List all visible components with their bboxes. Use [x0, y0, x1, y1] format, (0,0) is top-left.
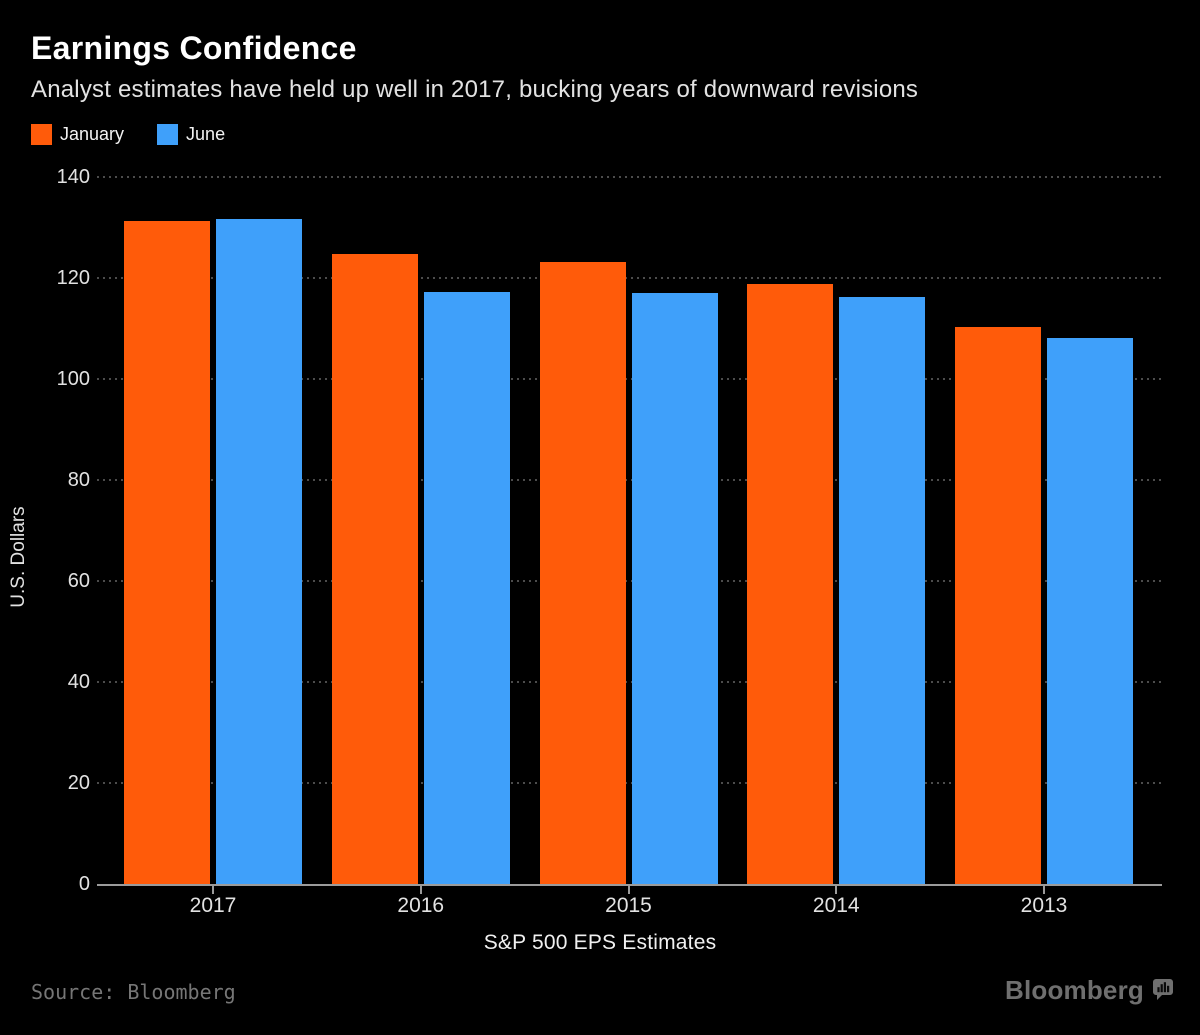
x-tick-mark-2014 — [835, 886, 838, 894]
y-tick-label-100: 100 — [56, 368, 90, 390]
chart-subtitle: Analyst estimates have held up well in 2… — [31, 76, 919, 103]
bar-june-2016 — [423, 291, 510, 884]
bar-january-2013 — [955, 326, 1041, 884]
legend-item-january: January — [31, 124, 124, 145]
x-tick-label-2015: 2015 — [605, 894, 652, 917]
bar-january-2015 — [539, 262, 626, 884]
legend-label: January — [60, 124, 125, 144]
bar-january-2017 — [124, 221, 210, 884]
x-tick-label-2016: 2016 — [397, 894, 445, 917]
gridline-80 — [97, 479, 1162, 481]
gridline-20 — [97, 782, 1162, 784]
y-tick-label-140: 140 — [56, 166, 90, 188]
gridline-140 — [97, 176, 1162, 178]
bloomberg-logo: Bloomberg — [1005, 975, 1174, 1006]
source-text: Source: Bloomberg — [31, 980, 236, 1004]
gridline-60 — [97, 580, 1162, 582]
y-tick-label-80: 80 — [67, 469, 90, 491]
bar-january-2014 — [747, 284, 834, 884]
gridline-120 — [97, 277, 1162, 279]
y-axis-title: U.S. Dollars — [8, 506, 29, 608]
bar-january-2016 — [331, 253, 418, 884]
y-tick-label-0: 0 — [78, 873, 90, 895]
x-tick-label-2017: 2017 — [189, 894, 237, 917]
legend-swatch-january — [31, 124, 52, 145]
y-tick-label-60: 60 — [67, 570, 90, 592]
y-tick-label-20: 20 — [67, 772, 90, 794]
x-tick-mark-2016 — [419, 886, 422, 894]
legend: January June — [31, 124, 258, 145]
legend-label: June — [186, 124, 226, 144]
bloomberg-logo-text: Bloomberg — [1004, 975, 1144, 1005]
y-tick-label-120: 120 — [56, 267, 90, 289]
bar-chart-speech-bubble-icon — [1152, 978, 1174, 1006]
x-axis-title: S&P 500 EPS Estimates — [483, 931, 717, 954]
bar-june-2013 — [1047, 337, 1133, 884]
bar-june-2017 — [216, 218, 302, 884]
x-tick-label-2014: 2014 — [812, 894, 860, 917]
x-tick-mark-2017 — [212, 886, 214, 894]
gridline-100 — [97, 378, 1162, 380]
legend-item-june: June — [157, 124, 225, 145]
x-tick-mark-2015 — [627, 886, 630, 894]
x-axis-line — [97, 884, 1162, 886]
chart-title: Earnings Confidence — [31, 30, 357, 66]
bar-june-2014 — [839, 296, 926, 884]
x-tick-mark-2013 — [1043, 886, 1045, 894]
x-tick-label-2013: 2013 — [1020, 894, 1068, 917]
y-tick-label-40: 40 — [67, 671, 90, 693]
gridline-40 — [97, 681, 1162, 683]
bar-june-2015 — [631, 293, 718, 884]
legend-swatch-june — [157, 124, 179, 145]
